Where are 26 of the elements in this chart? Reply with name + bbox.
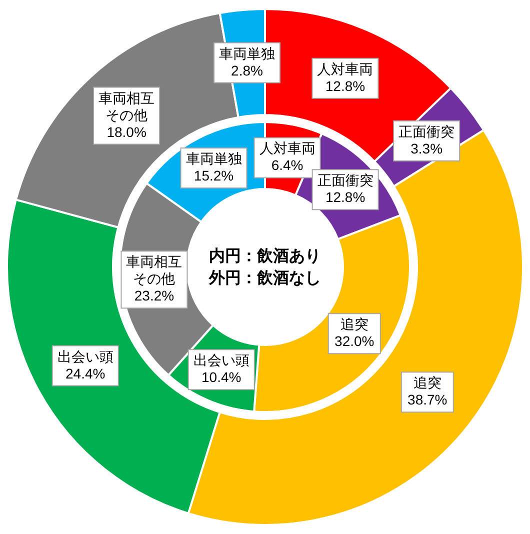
data-label: 10.4%	[202, 369, 242, 386]
slice-label: 車両単独	[186, 150, 242, 166]
text: 外円：飲酒なし	[208, 269, 321, 287]
slice-label: 出会い頭	[193, 352, 250, 368]
data-label: 3.3%	[410, 140, 443, 156]
slice-label: 追突	[340, 316, 368, 332]
data-label: 12.8%	[325, 78, 366, 94]
data-label: 32.0%	[334, 333, 374, 350]
data-label: 12.8%	[325, 189, 366, 206]
data-label: 38.7%	[408, 392, 448, 408]
data-label: 6.4%	[271, 157, 304, 174]
category-label: 出会い頭	[57, 348, 114, 364]
data-label: 15.2%	[194, 167, 234, 184]
data-label: 18.0%	[106, 124, 146, 140]
category-label: 車両単独	[218, 45, 275, 62]
text: 内円：飲酒あり	[209, 247, 321, 265]
category-label: 車両相互その他	[98, 90, 155, 123]
slice-label: 正面衝突	[398, 123, 455, 140]
data-label: 23.2%	[134, 288, 174, 304]
category-label: 人対車両	[317, 60, 374, 77]
slice-label: 車両相互その他	[126, 254, 182, 287]
data-label: 24.4%	[66, 365, 106, 382]
slice-label: 人対車両	[259, 140, 316, 156]
slice-label: 追突	[413, 374, 442, 391]
slice-label: 正面衝突	[317, 172, 374, 188]
data-label: 2.8%	[231, 62, 263, 78]
